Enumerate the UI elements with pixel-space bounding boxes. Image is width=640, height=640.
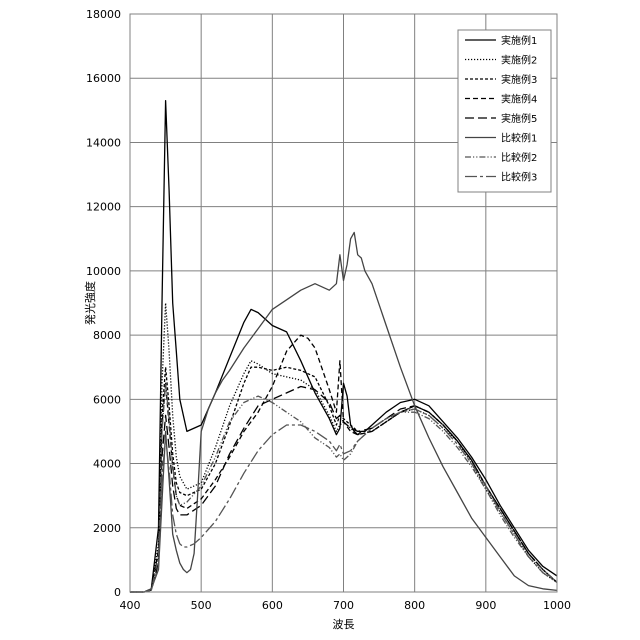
x-tick-label: 800	[404, 599, 425, 612]
y-tick-label: 14000	[86, 136, 121, 149]
x-tick-label: 900	[475, 599, 496, 612]
series-line-1	[130, 100, 558, 593]
series-line-4	[130, 334, 558, 593]
series-line-5	[130, 385, 558, 593]
y-tick-label: 0	[114, 586, 121, 599]
x-tick-labels: 400 500 600 700 800 900 1000	[120, 599, 572, 612]
legend: 実施例1 実施例2 実施例3 実施例4 実施例5 比較例1 比較例2 比較例3	[457, 29, 552, 193]
y-axis-label: 発光強度	[83, 281, 97, 325]
y-tick-label: 16000	[86, 72, 121, 85]
x-tick-label: 600	[262, 599, 283, 612]
x-tick-label: 1000	[543, 599, 571, 612]
legend-label: 実施例2	[501, 54, 537, 67]
y-tick-labels: 0 2000 4000 6000 8000 10000 12000 14000 16000 180…	[86, 8, 121, 599]
y-tick-label: 6000	[93, 393, 121, 406]
y-tick-label: 12000	[86, 201, 121, 214]
legend-label: 実施例5	[501, 112, 537, 125]
legend-label: 実施例4	[501, 93, 537, 106]
series-line-2	[130, 302, 558, 593]
y-tick-label: 8000	[93, 329, 121, 342]
x-axis-label: 波長	[333, 618, 355, 631]
y-tick-label: 4000	[93, 458, 121, 471]
series-layer	[130, 100, 558, 593]
series-line-8	[130, 408, 558, 593]
x-tick-label: 500	[191, 599, 212, 612]
legend-label: 実施例3	[501, 73, 537, 86]
series-line-6	[130, 231, 558, 593]
y-tick-label: 18000	[86, 8, 121, 21]
plot-frame	[129, 13, 558, 593]
legend-label: 比較例1	[501, 132, 537, 145]
legend-label: 比較例2	[501, 151, 537, 164]
legend-label: 比較例3	[501, 171, 537, 184]
y-tick-label: 10000	[86, 265, 121, 278]
legend-box	[457, 29, 552, 193]
y-tick-label: 2000	[93, 522, 121, 535]
series-line-3	[130, 366, 558, 593]
series-line-7	[130, 382, 558, 593]
x-tick-label: 700	[333, 599, 354, 612]
legend-label: 実施例1	[501, 34, 537, 47]
x-tick-label: 400	[120, 599, 141, 612]
